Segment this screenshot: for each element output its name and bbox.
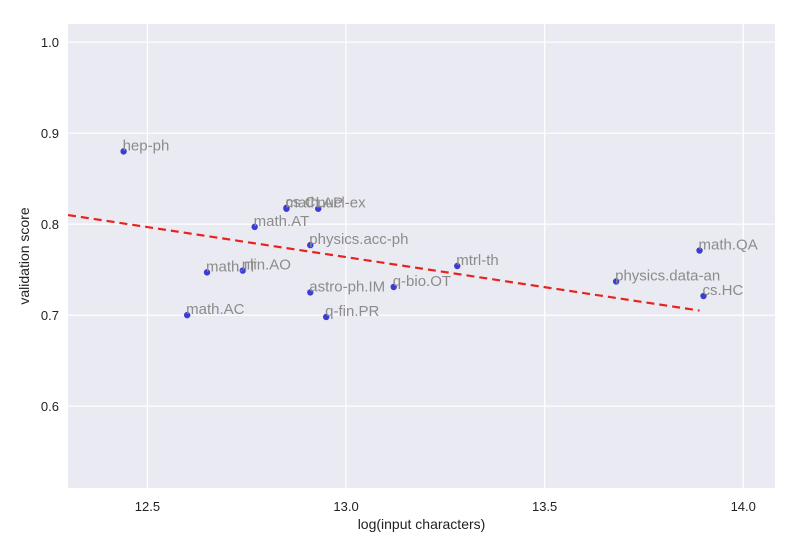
x-tick-labels: 12.5 13.0 13.5 14.0 — [135, 499, 756, 514]
point-label: nucl-ex — [317, 195, 366, 212]
point-label: math.IT — [206, 258, 257, 275]
point-label: nlin.AO — [242, 257, 291, 274]
point-label: hep-ph — [123, 137, 170, 154]
y-tick-label: 0.9 — [41, 126, 59, 141]
data-point — [700, 292, 707, 300]
point-label: math.QA — [699, 237, 758, 254]
point-label: physics.acc-ph — [309, 231, 408, 248]
data-point — [283, 205, 290, 212]
point-labels: hep-phmath.ACmath.ITnlin.AOmath.ATcs.CLm… — [123, 137, 758, 320]
x-tick-label: 14.0 — [731, 499, 756, 514]
trendline-layer — [67, 213, 700, 312]
data-point — [120, 148, 127, 155]
data-point — [239, 267, 246, 274]
data-point — [315, 205, 322, 212]
y-tick-label: 0.6 — [41, 399, 59, 414]
data-point — [696, 247, 703, 254]
data-point — [307, 241, 314, 249]
data-point — [307, 289, 314, 296]
plot-area — [68, 24, 775, 488]
data-point — [390, 283, 397, 291]
point-label: mtrl-th — [456, 252, 499, 269]
y-axis-label: validation score — [16, 207, 32, 304]
point-label: math.AC — [186, 301, 245, 318]
x-tick-label: 13.0 — [333, 499, 358, 514]
x-axis-label: log(input characters) — [358, 516, 486, 532]
y-tick-label: 0.8 — [41, 217, 59, 232]
y-tick-label: 0.7 — [41, 308, 59, 323]
point-label: cs.CL — [285, 194, 323, 211]
data-point — [454, 262, 461, 270]
point-label: q-fin.PR — [325, 303, 379, 320]
point-label: math.AP — [285, 195, 343, 212]
data-point — [183, 311, 191, 319]
trendline — [67, 213, 700, 312]
y-tick-labels: 0.6 0.7 0.8 0.9 1.0 — [41, 35, 59, 414]
point-label: astro-ph.IM — [309, 278, 385, 295]
data-points — [120, 148, 707, 321]
data-point — [251, 223, 258, 231]
x-tick-label: 13.5 — [532, 499, 557, 514]
point-label: q-bio.OT — [393, 273, 451, 290]
data-point — [612, 278, 620, 285]
data-point — [203, 269, 211, 276]
point-label: math.AT — [254, 213, 310, 230]
point-label: cs.HC — [703, 282, 744, 299]
point-label: physics.data-an — [615, 267, 720, 284]
x-tick-label: 12.5 — [135, 499, 160, 514]
y-tick-label: 1.0 — [41, 35, 59, 50]
data-point — [322, 313, 330, 321]
